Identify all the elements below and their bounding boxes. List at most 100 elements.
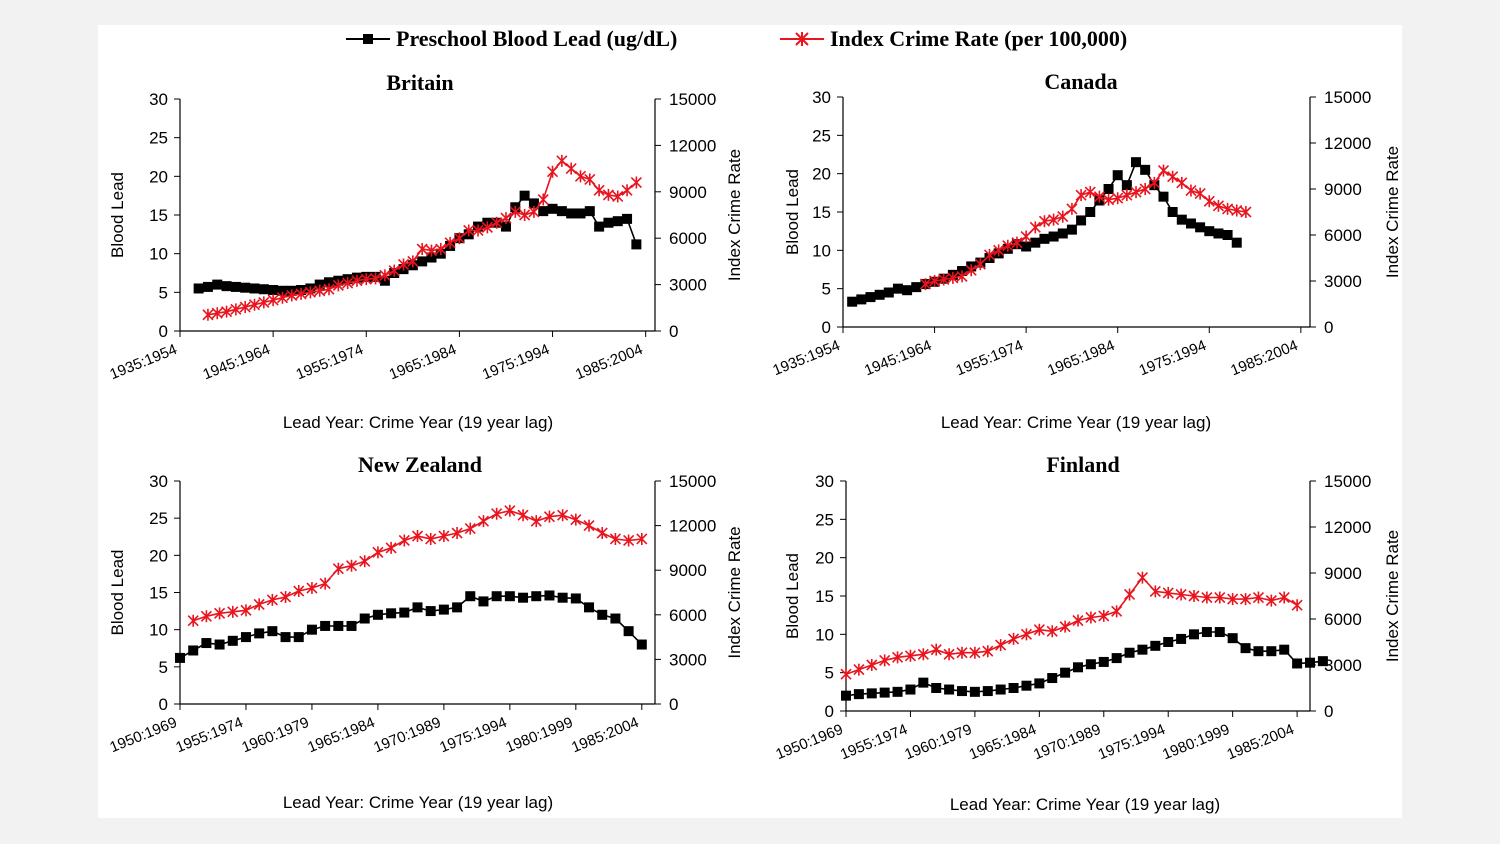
lead-data-point [1112, 170, 1123, 181]
crime-data-point [556, 154, 568, 167]
lead-data-point [202, 281, 213, 292]
y-tick-label: 25 [149, 129, 168, 148]
legend-lead-label: Preschool Blood Lead (ug/dL) [396, 26, 678, 51]
crime-data-point [938, 273, 950, 286]
crime-data-point [1157, 164, 1170, 177]
crime-data-point [1029, 221, 1041, 234]
lead-data-point [847, 296, 858, 307]
crime-data-point [1188, 590, 1200, 602]
x-tick-label: 1935:1954 [770, 337, 842, 379]
lead-data-point [594, 221, 605, 232]
lead-data-point [1305, 657, 1315, 668]
crime-data-point [425, 532, 437, 545]
lead-data-point [538, 206, 549, 217]
x-tick-label: 1950:1969 [773, 721, 845, 763]
crime-data-point [1139, 183, 1151, 195]
lead-data-point [1227, 633, 1238, 644]
y2-tick-label: 15000 [1324, 472, 1371, 491]
crime-data-point [969, 646, 981, 659]
lead-data-point [1057, 228, 1068, 239]
crime-data-point [248, 298, 261, 311]
crime-data-point [956, 646, 968, 659]
crime-data-point [293, 585, 305, 598]
lead-data-point [931, 683, 942, 693]
crime-data-point [314, 284, 326, 297]
lead-data-point [1021, 680, 1032, 691]
lead-data-point [584, 206, 595, 217]
crime-data-point [583, 519, 595, 532]
crime-data-point [1038, 215, 1051, 228]
lead-data-point [1240, 643, 1251, 654]
crime-data-point [1175, 588, 1187, 601]
crime-data-point [227, 605, 239, 618]
lead-data-point [544, 590, 555, 601]
crime-data-point [1048, 213, 1060, 226]
crime-data-point [530, 515, 542, 528]
crime-data-point [537, 193, 549, 206]
chart-panel: Britain 0 5 10 15 20 25 30 0 3000 6000 9000 12000 150… [107, 70, 744, 432]
x-tick-label: 1975:1994 [480, 341, 552, 383]
crime-data-point [982, 645, 994, 658]
lead-data-point [1176, 214, 1187, 225]
lead-data-point [293, 632, 304, 643]
y2-tick-label: 6000 [669, 606, 707, 625]
y-tick-label: 20 [812, 165, 831, 184]
crime-data-point [1046, 625, 1058, 638]
lead-data-point [957, 686, 967, 697]
crime-data-point [342, 277, 354, 290]
lead-data-point [1201, 627, 1212, 638]
lead-data-point [584, 602, 595, 613]
x-tick-label: 1985:2004 [1224, 721, 1296, 763]
y-tick-label: 10 [149, 621, 168, 640]
crime-data-point [1214, 591, 1226, 604]
crime-data-point [983, 248, 996, 261]
y2-axis-label: Index Crime Rate [725, 149, 744, 281]
crime-data-point [866, 659, 878, 671]
crime-data-point [279, 590, 292, 603]
lead-data-point [944, 684, 955, 695]
lead-data-point [1048, 231, 1059, 242]
lead-data-point [556, 206, 567, 217]
crime-data-point [319, 577, 331, 590]
crime-data-point [943, 648, 955, 661]
y-tick-label: 0 [825, 702, 834, 721]
crime-data-point [472, 224, 484, 237]
crime-data-point [351, 274, 363, 287]
lead-data-point [1085, 659, 1096, 670]
crime-data-point [267, 294, 279, 307]
lead-data-point [519, 190, 530, 201]
crime-data-point [435, 243, 447, 256]
lead-data-point [1167, 207, 1178, 217]
lead-data-point [547, 203, 558, 214]
crime-data-point [239, 301, 251, 314]
lead-data-point [631, 239, 642, 250]
crime-data-point [904, 649, 917, 662]
lead-data-point [221, 281, 232, 292]
lead-data-point [1253, 646, 1264, 657]
lead-data-point [399, 607, 410, 618]
y2-tick-label: 0 [1324, 702, 1333, 721]
crime-data-point [1252, 591, 1265, 604]
x-tick-label: 1955:1974 [294, 341, 366, 383]
lead-data-point [188, 645, 199, 656]
lead-data-point [1317, 656, 1328, 667]
lead-data-point [1292, 658, 1303, 669]
crime-data-point [202, 308, 214, 321]
crime-data-point [453, 232, 465, 245]
crime-data-point [509, 205, 521, 218]
y2-tick-label: 6000 [1324, 226, 1362, 245]
crime-data-point [332, 279, 344, 292]
lead-data-point [425, 606, 436, 617]
lead-data-point [230, 281, 241, 292]
y-tick-label: 5 [159, 283, 168, 302]
crime-data-point [266, 593, 278, 606]
y-tick-label: 20 [149, 167, 168, 186]
lead-data-point [491, 591, 502, 602]
lead-data-point [438, 604, 449, 615]
lead-data-point [267, 626, 278, 637]
y2-tick-label: 3000 [669, 276, 707, 295]
y2-tick-label: 6000 [1324, 610, 1362, 629]
crime-data-point [840, 668, 852, 681]
crime-data-point [1194, 187, 1206, 200]
crime-data-point [214, 607, 226, 620]
